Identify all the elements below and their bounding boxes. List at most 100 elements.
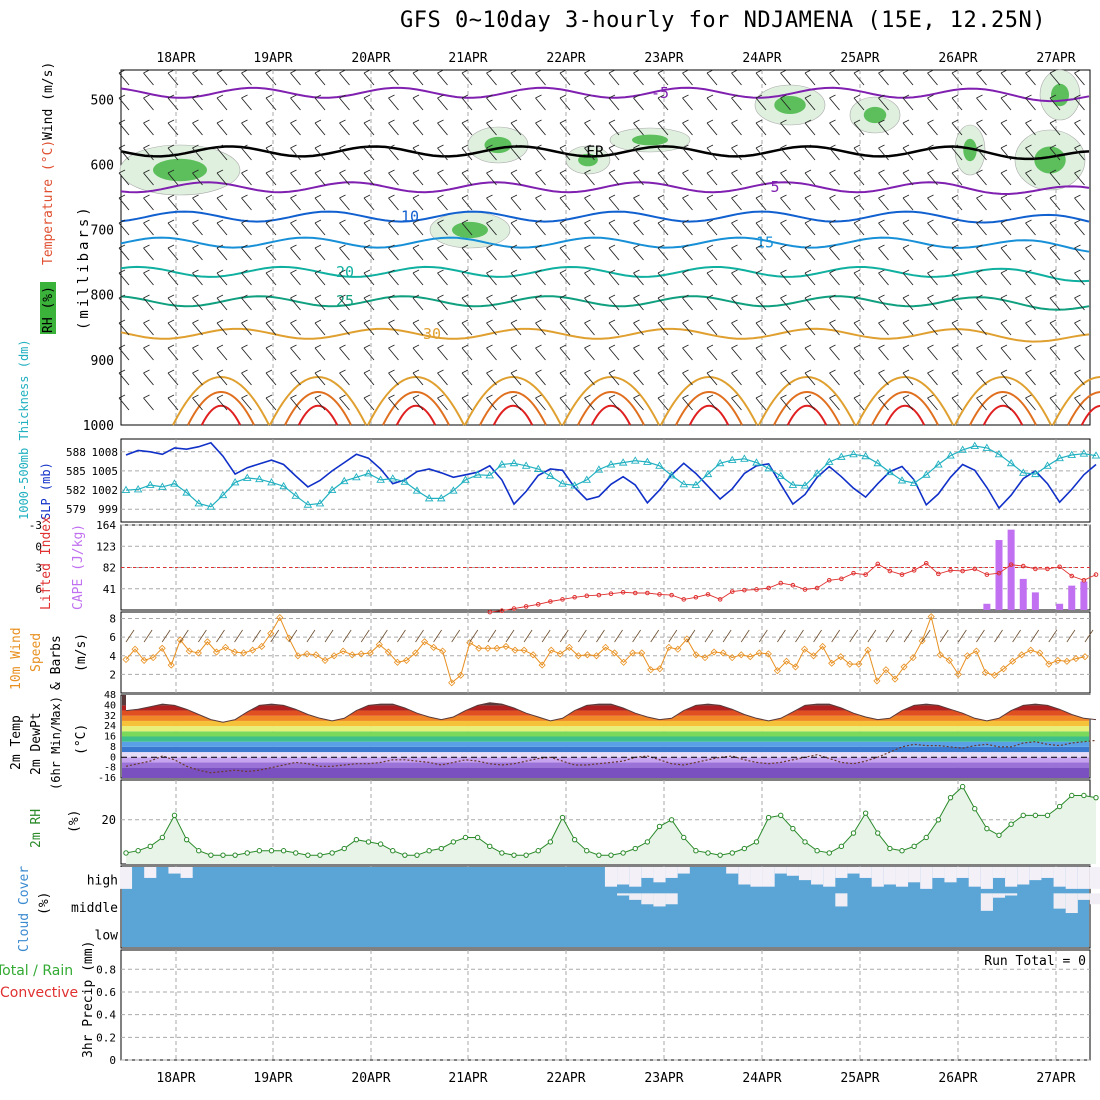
- heat-loop-9-0: [1052, 376, 1100, 426]
- wind-barb-flag: [535, 194, 542, 199]
- wind-barb-flag: [755, 94, 763, 99]
- wind-barb: [216, 372, 228, 386]
- thickness-point: [170, 479, 179, 487]
- cloud-high-clear: [641, 867, 654, 878]
- wind-barb-flag: [535, 344, 542, 349]
- wind-barb: [437, 97, 448, 111]
- wind-barb-flag: [878, 219, 885, 224]
- wind-barb: [731, 322, 742, 336]
- t2-unit: (°C): [74, 724, 89, 755]
- wind-speed-point: [348, 651, 356, 659]
- wind-barb-flag: [804, 319, 812, 324]
- wind-barb: [927, 197, 938, 211]
- wind-speed-point: [303, 650, 311, 658]
- rh-point: [887, 845, 893, 852]
- wind-barb-flag: [780, 269, 787, 274]
- date-label-bottom-26APR: 26APR: [938, 1071, 977, 1086]
- wind-barb-flag: [1025, 219, 1032, 224]
- wind-barb-flag: [192, 219, 199, 224]
- wind-barb: [461, 122, 473, 136]
- wind-barb: [486, 97, 497, 111]
- lifted-index-point: [778, 580, 784, 586]
- rh-point: [135, 848, 141, 854]
- wind-barb-flag: [1000, 269, 1008, 274]
- wind-barb-flag: [633, 169, 640, 174]
- wind-barb-flag: [1025, 394, 1032, 399]
- wind-barb-flag: [118, 294, 126, 299]
- cloud-middle-clear: [1005, 893, 1018, 896]
- thickness-point: [861, 451, 870, 460]
- wind-barb: [584, 147, 595, 161]
- wind-barb-flag: [584, 269, 591, 274]
- wind-speed-point: [502, 642, 510, 651]
- thickness-point: [1031, 469, 1040, 478]
- lifted-index-point: [669, 592, 674, 598]
- lifted-index-point: [705, 592, 711, 597]
- wind-barb-flag: [780, 394, 787, 399]
- lifted-index-point: [742, 587, 747, 593]
- wind-barb: [706, 322, 718, 336]
- wind-barb: [1025, 72, 1036, 86]
- thickness-point: [667, 470, 676, 479]
- wind-speed-point: [231, 648, 239, 656]
- wind-barb: [927, 347, 938, 361]
- wind-barb: [339, 272, 350, 286]
- wind-barb-flag: [682, 394, 689, 399]
- wind-barb: [265, 97, 277, 111]
- wind-barb-flag: [804, 369, 812, 374]
- wind-barb-flag: [878, 69, 885, 74]
- heat-loop-7-1: [871, 391, 939, 426]
- wind-barb-flag: [437, 319, 444, 324]
- wind-barb: [878, 372, 889, 386]
- wind-barb-flag: [118, 144, 126, 149]
- wind-barb: [731, 222, 742, 236]
- wind-barb-flag: [412, 194, 420, 199]
- wind-barb: [437, 297, 448, 311]
- wind-barb: [192, 272, 203, 286]
- wind-barb: [388, 122, 399, 136]
- heat-loop-5-0: [660, 376, 758, 426]
- wind-barb-flag: [1074, 344, 1081, 349]
- wind-barb: [706, 222, 718, 236]
- wind-barb-flag: [265, 269, 273, 274]
- rh-shade-core-7: [153, 158, 207, 182]
- wind-barb-flag: [878, 294, 885, 299]
- thickness-point: [400, 477, 410, 485]
- wind-barb: [437, 147, 448, 161]
- wind-barb: [559, 272, 571, 286]
- wind-barb: [535, 322, 546, 336]
- thickness-point: [679, 479, 689, 488]
- wind-barb: [1049, 297, 1061, 311]
- wind-barb-flag: [633, 394, 640, 399]
- wind-barb-flag: [853, 394, 861, 399]
- wind-barb: [559, 297, 571, 311]
- wind-barb: [633, 247, 644, 261]
- wind-speed-point: [728, 654, 736, 662]
- wind-barb: [878, 172, 889, 186]
- wind-barb-flag: [339, 144, 346, 149]
- wind-barb-flag: [608, 219, 616, 224]
- wind-barb-flag: [878, 244, 885, 249]
- wind-barb-flag: [755, 219, 763, 224]
- temp-contour-label-2: 5: [770, 178, 779, 196]
- wind-barb: [1049, 72, 1061, 86]
- wind10-barb: [161, 629, 171, 643]
- wind10-barb: [505, 629, 515, 643]
- wind-barb: [706, 147, 718, 161]
- wind-barb-flag: [363, 169, 371, 174]
- wind-barb-flag: [167, 194, 175, 199]
- thickness-point: [594, 465, 604, 473]
- wind-barb: [706, 297, 718, 311]
- wind-barb-flag: [829, 369, 836, 374]
- wind-barb-flag: [657, 369, 665, 374]
- wind-barb-flag: [412, 294, 420, 299]
- wind-barb-flag: [290, 219, 297, 224]
- thickness-point: [376, 475, 385, 483]
- wind10-barb: [559, 629, 569, 643]
- lifted-index-point: [948, 568, 953, 573]
- wind-barb-flag: [731, 269, 738, 274]
- wind10-barb: [523, 629, 533, 643]
- wind-barb: [633, 297, 644, 311]
- wind-barb-flag: [412, 94, 420, 99]
- thickness-point: [352, 472, 361, 481]
